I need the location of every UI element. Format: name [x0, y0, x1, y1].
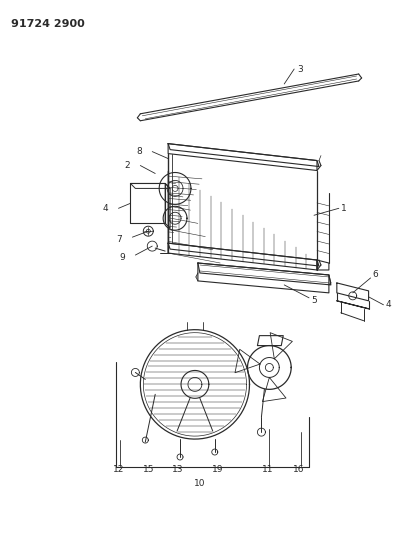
Text: 15: 15 [143, 465, 154, 474]
Text: 8: 8 [137, 147, 142, 156]
Text: 9: 9 [120, 253, 125, 262]
Text: 12: 12 [113, 465, 124, 474]
Text: 13: 13 [172, 465, 184, 474]
Text: 10: 10 [194, 479, 206, 488]
Text: 6: 6 [373, 270, 378, 279]
Text: 1: 1 [341, 204, 347, 213]
Text: 16: 16 [294, 465, 305, 474]
Text: 2: 2 [125, 161, 130, 170]
Text: 4: 4 [103, 204, 109, 213]
Text: 91724 2900: 91724 2900 [11, 19, 85, 29]
Text: 7: 7 [117, 235, 123, 244]
Text: 19: 19 [212, 465, 223, 474]
Text: 5: 5 [311, 296, 317, 305]
Text: 3: 3 [297, 64, 303, 74]
Text: 4: 4 [385, 300, 391, 309]
Text: 11: 11 [262, 465, 273, 474]
